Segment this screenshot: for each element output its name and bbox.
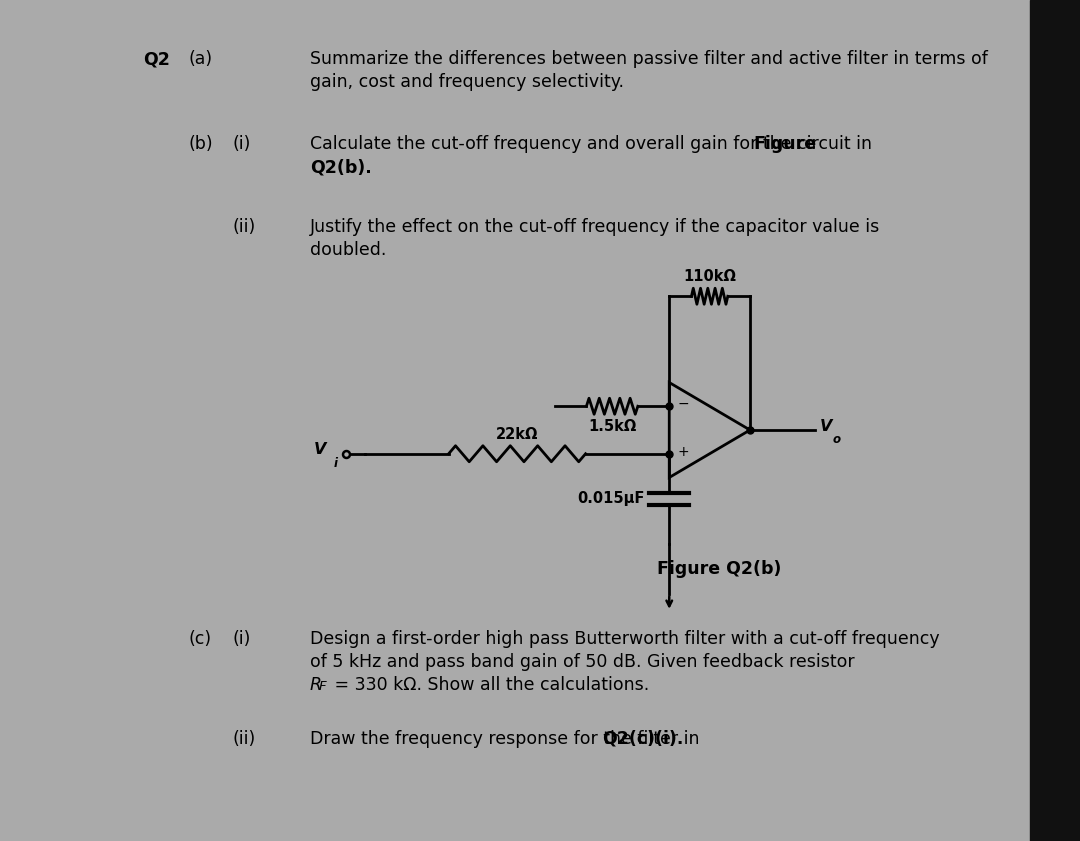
Text: −: − [677,397,689,411]
Text: Figure Q2(b): Figure Q2(b) [658,560,782,578]
Text: (ii): (ii) [233,730,256,748]
Text: Draw the frequency response for the filter in: Draw the frequency response for the filt… [310,730,705,748]
Text: (i): (i) [233,630,252,648]
Text: of 5 kHz and pass band gain of 50 dB. Given feedback resistor: of 5 kHz and pass band gain of 50 dB. Gi… [310,653,854,671]
Text: Figure: Figure [754,135,816,153]
Text: V: V [313,442,326,458]
Text: (b): (b) [188,135,213,153]
Text: (c): (c) [188,630,211,648]
Bar [1030,0,1080,841]
Text: i: i [334,457,338,470]
Text: +: + [677,445,689,458]
Text: gain, cost and frequency selectivity.: gain, cost and frequency selectivity. [310,73,624,91]
Text: (a): (a) [188,50,212,68]
Text: (i): (i) [233,135,252,153]
Text: Summarize the differences between passive filter and active filter in terms of: Summarize the differences between passiv… [310,50,988,68]
Text: V: V [820,419,833,433]
Text: o: o [833,433,841,446]
Text: 110kΩ: 110kΩ [684,269,737,284]
Text: 22kΩ: 22kΩ [496,426,538,442]
Text: R: R [310,676,322,694]
Text: doubled.: doubled. [310,241,387,259]
Text: 1.5kΩ: 1.5kΩ [588,420,636,434]
Text: = 330 kΩ. Show all the calculations.: = 330 kΩ. Show all the calculations. [329,676,649,694]
Text: Q2(b).: Q2(b). [310,158,372,176]
Text: F: F [319,680,326,693]
Text: (ii): (ii) [233,218,256,236]
Text: 0.015μF: 0.015μF [577,491,645,506]
Text: Calculate the cut-off frequency and overall gain for the circuit in: Calculate the cut-off frequency and over… [310,135,877,153]
Text: Design a first-order high pass Butterworth filter with a cut-off frequency: Design a first-order high pass Butterwor… [310,630,940,648]
Text: Q2: Q2 [143,50,170,68]
Text: Justify the effect on the cut-off frequency if the capacitor value is: Justify the effect on the cut-off freque… [310,218,880,236]
Text: Q2(c)(i).: Q2(c)(i). [602,730,684,748]
